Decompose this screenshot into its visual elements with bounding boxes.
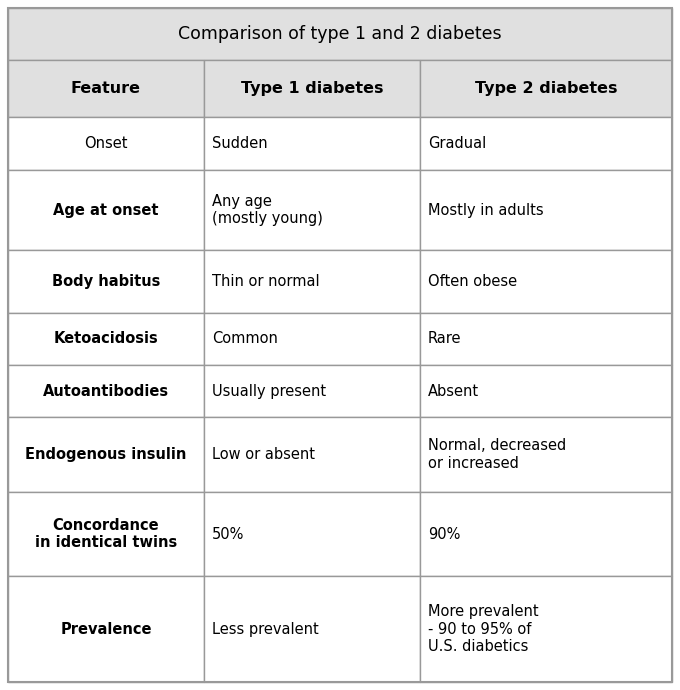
Text: 50%: 50% [212, 526, 244, 542]
Bar [420, 492, 672, 576]
Bar [420, 60, 672, 117]
Bar [204, 170, 420, 250]
Bar [204, 576, 420, 682]
Text: 90%: 90% [428, 526, 460, 542]
Text: Type 1 diabetes: Type 1 diabetes [241, 81, 383, 97]
Text: Comparison of type 1 and 2 diabetes: Comparison of type 1 and 2 diabetes [178, 25, 502, 43]
Text: More prevalent
- 90 to 95% of
U.S. diabetics: More prevalent - 90 to 95% of U.S. diabe… [428, 604, 539, 654]
Text: Absent: Absent [428, 384, 479, 399]
Bar [8, 492, 204, 576]
Bar [420, 365, 672, 417]
Text: Common: Common [212, 331, 277, 346]
Bar [420, 250, 672, 313]
Text: Low or absent: Low or absent [212, 447, 315, 462]
Text: Concordance
in identical twins: Concordance in identical twins [35, 518, 177, 550]
Bar [420, 117, 672, 170]
Text: Sudden: Sudden [212, 136, 267, 151]
Text: Feature: Feature [71, 81, 141, 97]
Bar [8, 365, 204, 417]
Text: Thin or normal: Thin or normal [212, 274, 320, 289]
Bar [420, 170, 672, 250]
Text: Body habitus: Body habitus [52, 274, 160, 289]
Bar [204, 365, 420, 417]
Text: Onset: Onset [84, 136, 128, 151]
Text: Endogenous insulin: Endogenous insulin [25, 447, 186, 462]
Bar [420, 313, 672, 365]
Bar [8, 576, 204, 682]
Text: Any age
(mostly young): Any age (mostly young) [212, 194, 323, 226]
Text: Less prevalent: Less prevalent [212, 622, 319, 637]
Text: Ketoacidosis: Ketoacidosis [54, 331, 158, 346]
Text: Often obese: Often obese [428, 274, 517, 289]
Text: Normal, decreased
or increased: Normal, decreased or increased [428, 438, 566, 471]
Text: Gradual: Gradual [428, 136, 486, 151]
Text: Usually present: Usually present [212, 384, 326, 399]
Bar [420, 576, 672, 682]
Bar [8, 8, 672, 60]
Bar [420, 417, 672, 492]
Bar [8, 417, 204, 492]
Bar [204, 417, 420, 492]
Bar [8, 60, 204, 117]
Text: Type 2 diabetes: Type 2 diabetes [475, 81, 617, 97]
Bar [8, 170, 204, 250]
Text: Prevalence: Prevalence [61, 622, 152, 637]
Text: Age at onset: Age at onset [53, 203, 158, 217]
Bar [204, 60, 420, 117]
Bar [204, 492, 420, 576]
Bar [8, 313, 204, 365]
Bar [204, 250, 420, 313]
Text: Autoantibodies: Autoantibodies [43, 384, 169, 399]
Text: Mostly in adults: Mostly in adults [428, 203, 543, 217]
Bar [8, 250, 204, 313]
Text: Rare: Rare [428, 331, 461, 346]
Bar [204, 117, 420, 170]
Bar [204, 313, 420, 365]
Bar [8, 117, 204, 170]
